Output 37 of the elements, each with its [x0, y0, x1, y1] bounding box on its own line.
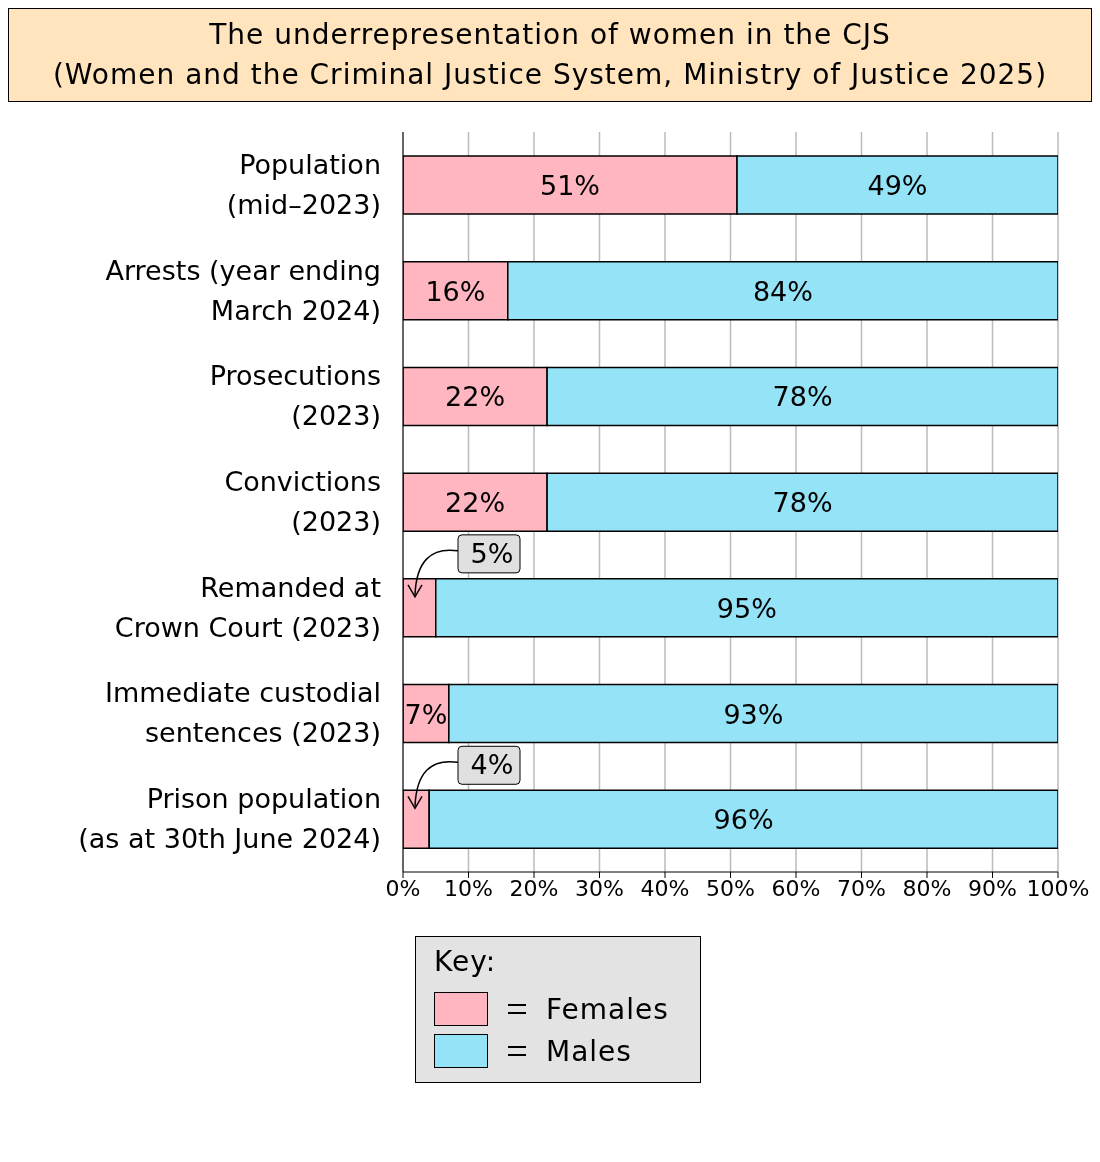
y-tick-label: Arrests (year ending March 2024) — [105, 254, 381, 326]
x-tick-label: 100% — [1026, 875, 1090, 901]
data-label: 5% — [470, 537, 514, 569]
y-tick-label: Convictions (2023) — [224, 466, 381, 537]
legend-title: Key: — [434, 945, 498, 978]
x-tick-label: 60% — [771, 875, 821, 901]
data-label: 51% — [540, 170, 601, 201]
x-tick-label: 90% — [968, 875, 1017, 901]
x-tick-label: 10% — [444, 875, 493, 901]
x-tick-label: 0% — [385, 875, 421, 901]
x-tick-label: 70% — [837, 875, 886, 901]
data-label: 93% — [723, 698, 784, 730]
y-tick-label: Prison population (as at 30th June 2024) — [78, 783, 381, 855]
y-tick-label: Population (mid–2023) — [226, 148, 381, 220]
x-tick-label: 40% — [640, 875, 690, 901]
data-label: 78% — [772, 381, 833, 413]
y-tick-label: Remanded at Crown Court (2023) — [114, 571, 381, 643]
data-label: 95% — [716, 592, 777, 624]
data-label: 49% — [867, 170, 928, 201]
data-label: 78% — [772, 487, 833, 519]
data-label: 84% — [752, 275, 813, 307]
data-label: 22% — [445, 487, 506, 519]
legend-label: Males — [546, 1034, 632, 1068]
data-label: 22% — [445, 381, 506, 413]
x-tick-label: 30% — [575, 875, 624, 901]
chart-subtitle: (Women and the Criminal Justice System, Ministry of Justice 2025) — [51, 57, 1049, 93]
x-tick-label: 50% — [706, 875, 755, 901]
data-label: 4% — [470, 749, 514, 781]
x-tick-label: 20% — [509, 875, 559, 901]
data-label: 96% — [713, 804, 774, 836]
y-tick-label: Prosecutions (2023) — [209, 360, 381, 432]
data-label: 7% — [404, 698, 448, 730]
chart-title: The underrepresentation of women in the CJS — [208, 17, 892, 53]
x-tick-label: 80% — [902, 875, 952, 901]
data-label: 16% — [425, 275, 486, 307]
y-tick-label: Immediate custodial sentences (2023) — [105, 677, 381, 749]
legend-label: Females — [546, 992, 669, 1026]
